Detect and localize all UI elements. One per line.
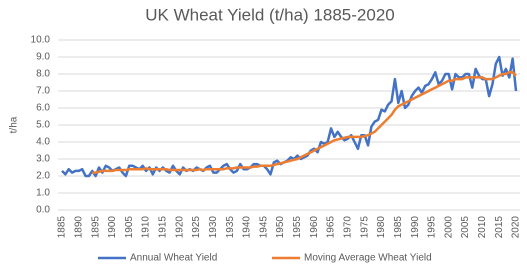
x-tick-label: 1955 xyxy=(292,216,303,239)
x-tick-label: 1910 xyxy=(141,216,152,239)
y-tick-label: 6.0 xyxy=(36,103,50,114)
legend-label: Moving Average Wheat Yield xyxy=(304,253,432,264)
data-line xyxy=(61,55,518,178)
y-tick-label: 10.0 xyxy=(31,35,51,46)
y-axis-label: t/ha xyxy=(9,116,20,133)
x-tick-label: 1905 xyxy=(124,216,135,239)
y-tick-label: 3.0 xyxy=(36,154,50,165)
x-tick-label: 1930 xyxy=(208,216,219,239)
x-tick-label: 1945 xyxy=(258,216,269,239)
x-tick-label: 1895 xyxy=(90,216,101,239)
data-line xyxy=(92,71,517,174)
x-tick-label: 2010 xyxy=(477,216,488,239)
y-tick-label: 0.0 xyxy=(36,205,50,216)
legend-label: Annual Wheat Yield xyxy=(130,253,217,264)
y-tick-label: 9.0 xyxy=(36,52,50,63)
x-tick-label: 1900 xyxy=(107,216,118,239)
x-tick-label: 2000 xyxy=(443,216,454,239)
x-tick-label: 1940 xyxy=(242,216,253,239)
y-tick-label: 4.0 xyxy=(36,137,50,148)
x-tick-label: 1950 xyxy=(275,216,286,239)
x-tick-label: 1920 xyxy=(174,216,185,239)
x-tick-label: 1980 xyxy=(376,216,387,239)
x-tick-label: 1935 xyxy=(225,216,236,239)
x-tick-label: 1890 xyxy=(73,216,84,239)
y-tick-label: 5.0 xyxy=(36,120,50,131)
x-tick-label: 2015 xyxy=(494,216,505,239)
y-tick-label: 1.0 xyxy=(36,188,50,199)
x-tick-label: 1985 xyxy=(393,216,404,239)
x-tick-label: 1995 xyxy=(427,216,438,239)
x-tick-label: 1965 xyxy=(326,216,337,239)
x-tick-label: 1925 xyxy=(191,216,202,239)
y-tick-label: 7.0 xyxy=(36,86,50,97)
x-tick-label: 1970 xyxy=(342,216,353,239)
x-tick-label: 1975 xyxy=(359,216,370,239)
y-tick-label: 8.0 xyxy=(36,69,50,80)
x-tick-label: 1990 xyxy=(410,216,421,239)
x-tick-label: 2005 xyxy=(460,216,471,239)
chart-title: UK Wheat Yield (t/ha) 1885-2020 xyxy=(145,5,394,24)
x-tick-label: 1915 xyxy=(158,216,169,239)
x-tick-label: 1960 xyxy=(309,216,320,239)
y-tick-label: 2.0 xyxy=(36,171,50,182)
x-tick-label: 2020 xyxy=(511,216,522,239)
x-tick-label: 1885 xyxy=(57,216,68,239)
